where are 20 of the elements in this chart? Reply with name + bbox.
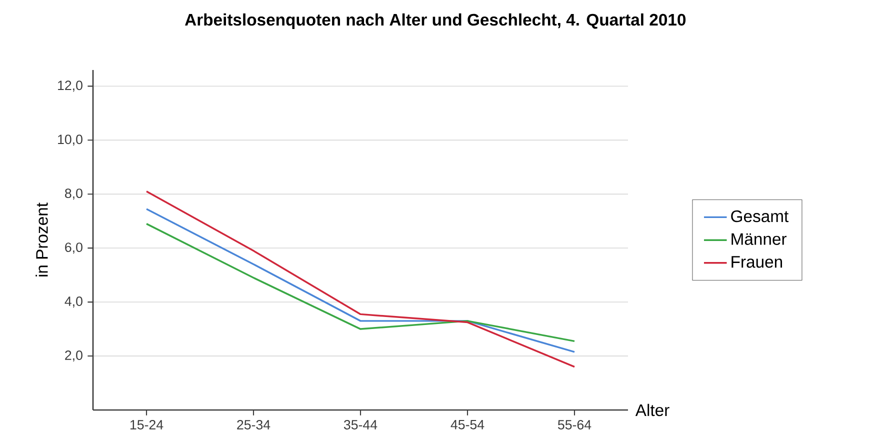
chart-title: Arbeitslosenquoten nach Alter und Geschlecht, 4. Quartal 2010 (184, 13, 686, 29)
x-tick-label: 25-34 (237, 420, 270, 430)
line-series (146, 222, 576, 342)
line-series (146, 208, 576, 353)
legend-label: Männer (732, 233, 787, 245)
y-tick-label: 12,0 (58, 80, 82, 92)
y-axis-title: in Prozent (36, 202, 48, 276)
x-tick-label: 35-44 (344, 420, 378, 430)
x-tick-label: 55-64 (558, 420, 592, 430)
y-tick-label: 2,0 (65, 350, 82, 362)
y-tick-label: 4,0 (64, 296, 82, 308)
x-tick-label: 15-24 (130, 420, 164, 430)
legend-label: Frauen (732, 256, 782, 268)
legend-label: Gesamt (731, 210, 789, 222)
x-tick-label: 45-54 (450, 420, 484, 430)
y-tick-label: 8,0 (65, 188, 82, 200)
y-tick-label: 10,0 (58, 134, 82, 146)
y-tick-label: 6,0 (65, 242, 82, 254)
x-axis-title: Alter (635, 404, 670, 416)
line-series (146, 190, 576, 368)
